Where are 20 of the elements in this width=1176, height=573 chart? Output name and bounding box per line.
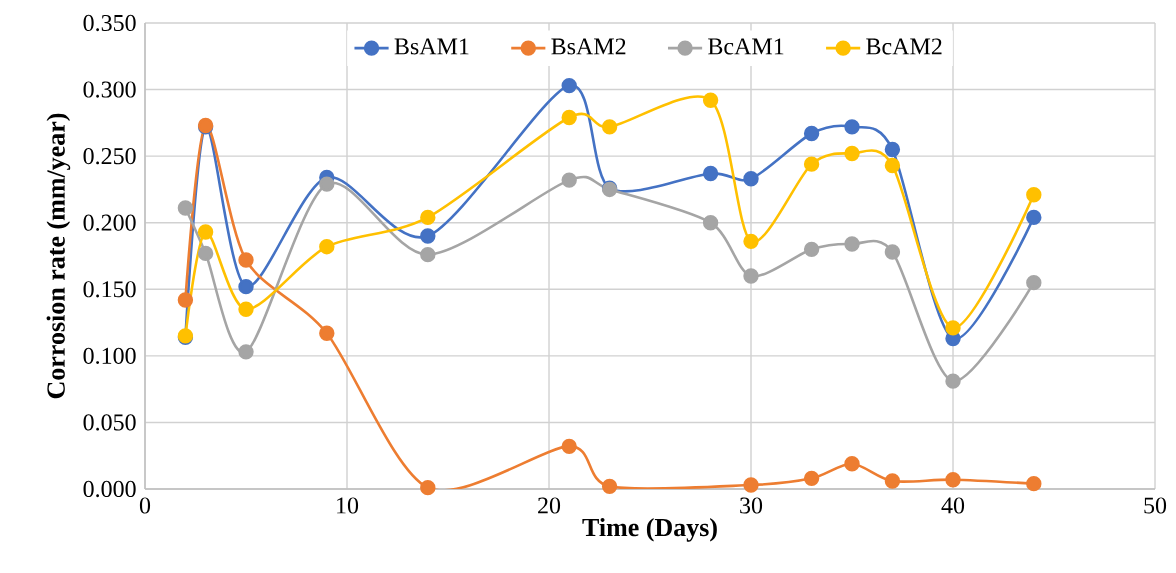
x-tick-label: 20 (538, 497, 561, 514)
y-tick-label: 0.050 (83, 414, 136, 431)
y-tick-label: 0.000 (83, 480, 136, 498)
legend-label: BcAM1 (708, 38, 784, 55)
y-tick-label: 0.300 (83, 81, 136, 98)
legend-label: BsAM1 (394, 38, 469, 55)
y-axis-title: Corrosion rate (mm/year) (46, 113, 71, 399)
y-tick-label: 0.350 (83, 14, 136, 32)
x-tick-label: 30 (740, 497, 763, 514)
y-tick-label: 0.250 (83, 147, 136, 165)
y-tick-label: 0.200 (83, 214, 136, 231)
x-tick-label: 40 (941, 497, 965, 514)
x-axis-title: Time (Days) (582, 518, 717, 542)
y-tick-label: 0.100 (83, 347, 136, 365)
y-tick-label: 0.150 (83, 281, 136, 298)
x-tick-label: 0 (139, 497, 151, 514)
legend-label: BsAM2 (551, 38, 626, 55)
x-tick-label: 10 (337, 497, 359, 514)
x-tick-label: 50 (1144, 497, 1167, 514)
legend-label: BcAM2 (866, 38, 942, 55)
